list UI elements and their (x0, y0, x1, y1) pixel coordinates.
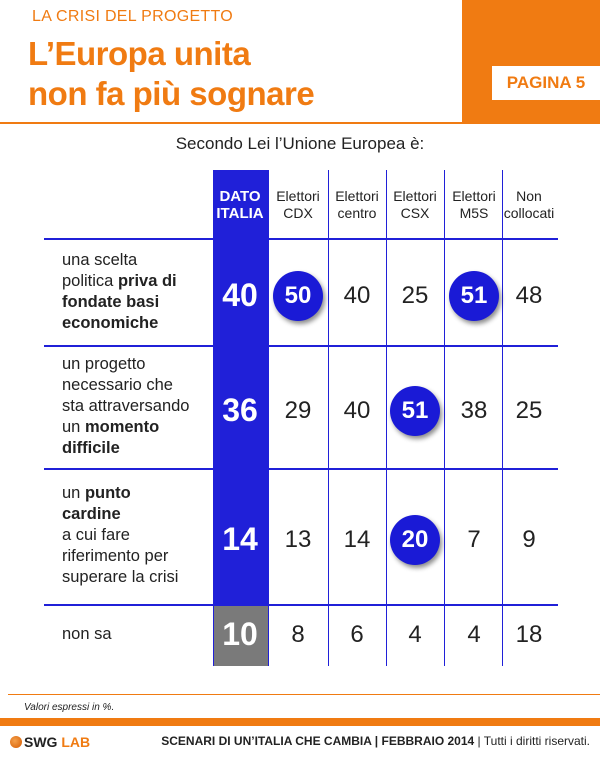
row-label-part: sta attraversando (62, 397, 190, 415)
row-label-part: a cui fare (62, 526, 130, 544)
table-cell-value: 25 (401, 281, 429, 309)
highlight-value-badge: 51 (449, 271, 499, 321)
table-cell-value: 29 (284, 396, 312, 424)
table-cell-value: 4 (467, 620, 481, 648)
swg-logo-icon (10, 736, 22, 748)
swg-lab-logo: SWG LAB (10, 734, 90, 750)
row-label-part: momento (84, 418, 160, 436)
logo-lab: LAB (61, 734, 91, 750)
grid-hline (44, 468, 558, 470)
row-label-part: fondate basi (62, 293, 160, 311)
page-title-line2: non fa più sognare (28, 75, 315, 112)
column-header: Elettori CDX (270, 188, 326, 222)
column-header-line1: Non (516, 188, 542, 204)
table-cell-value: 14 (343, 525, 371, 553)
grid-vline (386, 170, 387, 666)
row-label-part: un (62, 484, 85, 502)
table-cell-value: 13 (284, 525, 312, 553)
table-cell-value: 6 (350, 620, 364, 648)
table-cell-value: 48 (515, 281, 543, 309)
column-header-line2: ITALIA (216, 205, 264, 222)
row-label: un progetto necessario che sta attraversan… (62, 354, 190, 459)
dato-italia-value: 10 (222, 615, 258, 652)
header-underline (0, 122, 462, 124)
row-label-part: priva di (117, 272, 177, 290)
column-header: Elettori centro (329, 188, 385, 222)
highlight-value-badge: 51 (390, 386, 440, 436)
row-label-part: riferimento per (62, 547, 169, 565)
page-title-line1: L’Europa unita (28, 35, 251, 72)
non-sa-italia-cell-bg (213, 606, 268, 666)
row-label-part: economiche (62, 314, 159, 332)
footer-bar (0, 718, 600, 726)
table-cell-value: 25 (515, 396, 543, 424)
row-label-part: punto (84, 484, 131, 502)
column-header-line2: collocati (503, 205, 555, 221)
row-label-part: politica (62, 272, 118, 290)
row-label-part: un (62, 418, 85, 436)
grid-vline (444, 170, 445, 666)
highlight-value-badge: 50 (273, 271, 323, 321)
table-cell-value: 18 (515, 620, 543, 648)
grid-vline (268, 170, 269, 666)
grid-hline (44, 345, 558, 347)
table-cell-value: 40 (343, 281, 371, 309)
column-header-line1: DATO (219, 188, 261, 205)
footer-rights: | Tutti i diritti riservati. (474, 734, 590, 748)
column-header-line1: Elettori (452, 188, 496, 204)
column-header: Elettori CSX (387, 188, 443, 222)
header-divider (462, 0, 464, 124)
row-label-part: non sa (62, 625, 112, 643)
column-header-line2: M5S (459, 205, 489, 221)
column-header-line2: CDX (283, 205, 313, 221)
row-label-part: cardine (62, 505, 121, 523)
header: LA CRISI DEL PROGETTO L’Europa unita non… (0, 0, 600, 124)
column-header: Non collocati (501, 188, 557, 222)
column-header-line2: CSX (400, 205, 430, 221)
results-table: DATO ITALIA Elettori CDX Elettori centro Elett… (44, 170, 558, 666)
footnote-divider (8, 694, 600, 695)
grid-vline (328, 170, 329, 666)
grid-hline (44, 604, 558, 606)
table-cell-value: 38 (460, 396, 488, 424)
row-label-part: una scelta (62, 251, 138, 269)
row-label-part: difficile (62, 439, 120, 457)
row-label-part: un progetto (62, 355, 146, 373)
footer-credits: SCENARI DI UN’ITALIA CHE CAMBIA | FEBBRA… (161, 734, 590, 748)
column-header: Elettori M5S (446, 188, 502, 222)
logo-text: SWG (24, 734, 58, 750)
column-header-line1: Elettori (393, 188, 437, 204)
page-title: L’Europa unita non fa più sognare (28, 34, 315, 114)
header-accent-block (464, 0, 600, 124)
column-header-line1: Elettori (335, 188, 379, 204)
dato-italia-value: 36 (222, 391, 258, 428)
row-label: un punto cardine a cui fare riferimento per… (62, 483, 178, 588)
grid-hline (44, 238, 558, 240)
column-header-line2: centro (337, 205, 377, 221)
dato-italia-value: 14 (222, 520, 258, 557)
dato-italia-column (213, 170, 268, 606)
section-kicker: LA CRISI DEL PROGETTO (32, 8, 234, 25)
footer: SWG LAB SCENARI DI UN’ITALIA CHE CAMBIA … (0, 730, 600, 754)
dato-italia-value: 40 (222, 276, 258, 313)
table-cell-value: 8 (291, 620, 305, 648)
page-number-badge: PAGINA 5 (492, 66, 600, 100)
footnote: Valori espressi in %. (24, 702, 115, 713)
column-header-line1: Elettori (276, 188, 320, 204)
table-cell-value: 4 (408, 620, 422, 648)
table-cell-value: 7 (467, 525, 481, 553)
column-header: DATO ITALIA (212, 188, 268, 222)
row-label-part: necessario che (62, 376, 173, 394)
row-label: una scelta politica priva di fondate basi e… (62, 250, 177, 334)
row-label: non sa (62, 624, 112, 645)
grid-vline (502, 170, 503, 666)
highlight-value-badge: 20 (390, 515, 440, 565)
row-label-part: superare la crisi (62, 568, 179, 586)
footer-title: SCENARI DI UN’ITALIA CHE CAMBIA | FEBBRA… (161, 734, 475, 748)
table-cell-value: 40 (343, 396, 371, 424)
table-cell-value: 9 (522, 525, 536, 553)
survey-question: Secondo Lei l’Unione Europea è: (175, 134, 425, 153)
grid-vline (213, 170, 214, 666)
